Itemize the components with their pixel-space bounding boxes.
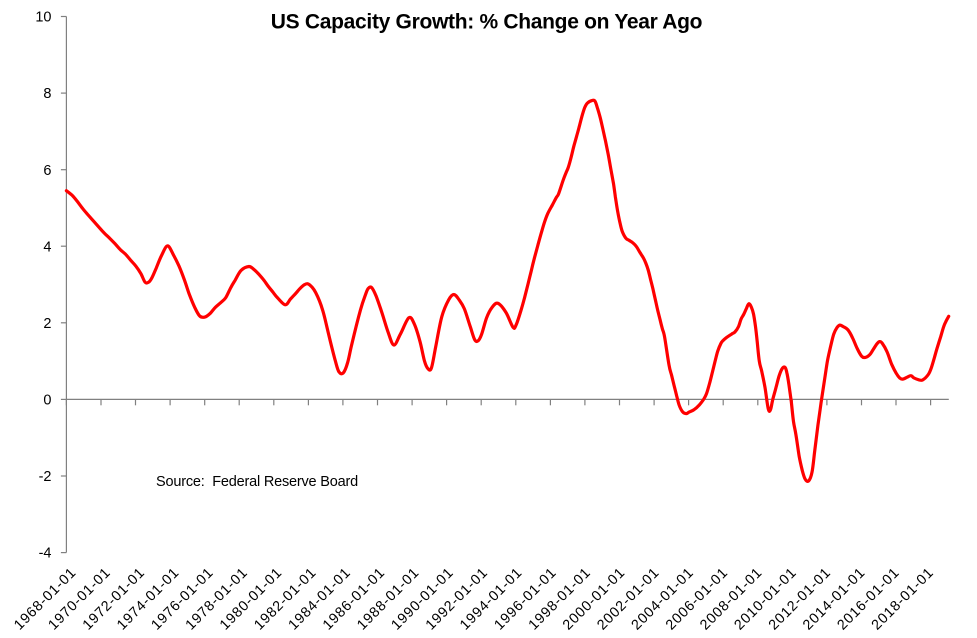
svg-text:8: 8 <box>43 86 51 102</box>
svg-text:6: 6 <box>43 163 51 179</box>
svg-text:-2: -2 <box>39 469 52 485</box>
svg-text:10: 10 <box>35 10 51 26</box>
svg-text:-4: -4 <box>39 546 52 562</box>
svg-text:US Capacity Growth: % Change o: US Capacity Growth: % Change on Year Ago <box>271 11 702 34</box>
svg-text:4: 4 <box>43 239 51 255</box>
svg-text:Source: Federal Reserve Board: Source: Federal Reserve Board <box>156 474 358 490</box>
svg-text:2: 2 <box>43 316 51 332</box>
svg-text:0: 0 <box>43 393 51 409</box>
